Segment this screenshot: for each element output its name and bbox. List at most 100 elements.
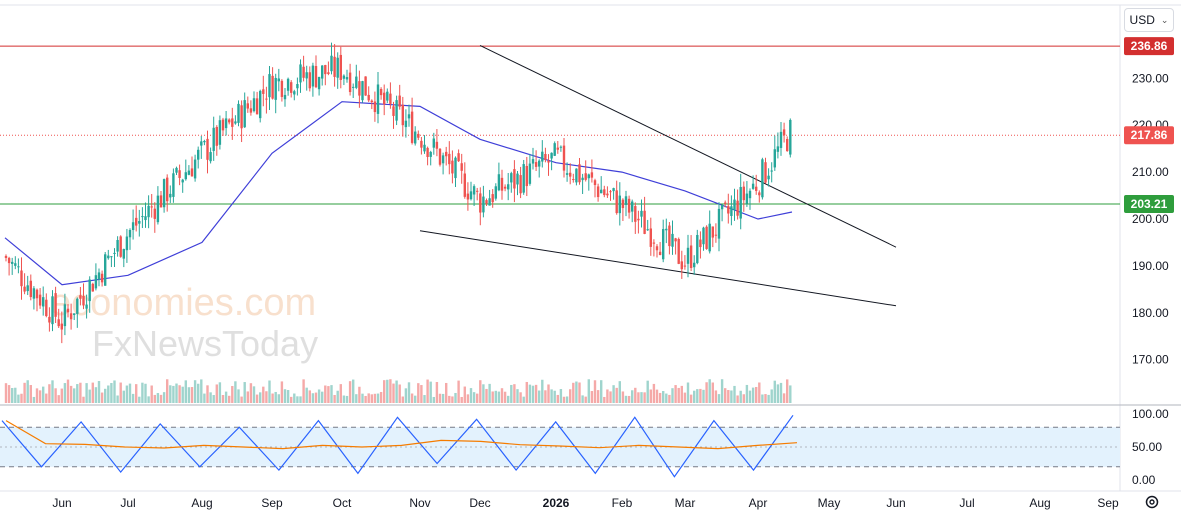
volume-bar — [100, 392, 104, 403]
volume-bar — [395, 380, 398, 403]
volume-bar — [107, 385, 110, 403]
candle-body — [116, 239, 119, 252]
volume-bar — [234, 381, 237, 403]
volume-bar — [590, 391, 594, 403]
volume-bar — [376, 393, 380, 403]
currency-selector[interactable]: USD ⌄ — [1124, 8, 1174, 32]
candle-body — [742, 186, 745, 201]
volume-bar — [603, 396, 606, 403]
volume-bar — [144, 383, 147, 403]
volume-bar — [699, 388, 702, 403]
candle-body — [178, 170, 181, 178]
candle-body — [373, 101, 377, 113]
volume-bar — [500, 388, 504, 403]
candle-body — [423, 144, 426, 152]
candle-body — [482, 196, 485, 213]
volume-bar — [172, 385, 175, 403]
volume-bar — [528, 384, 532, 403]
volume-bar — [494, 390, 497, 403]
volume-bar — [29, 385, 32, 403]
volume-bar — [221, 395, 225, 403]
candle-body — [562, 145, 566, 171]
volume-bar — [274, 391, 277, 403]
candle-body — [231, 118, 234, 127]
candle-body — [463, 173, 466, 197]
candle-body — [268, 74, 271, 98]
candle-body — [770, 170, 773, 172]
candle-body — [779, 131, 783, 148]
volume-bar — [646, 380, 649, 403]
candle-body — [32, 288, 36, 299]
candle-body — [699, 239, 702, 248]
candle-body — [113, 252, 116, 254]
time-tick-label: Mar — [675, 496, 696, 510]
candle-body — [503, 186, 507, 189]
candle-body — [758, 192, 761, 196]
candle-body — [541, 151, 544, 162]
candle-body — [472, 186, 476, 195]
candle-body — [618, 195, 621, 214]
volume-bar — [770, 389, 773, 403]
volume-bar — [389, 379, 392, 403]
candle-body — [259, 90, 262, 119]
volume-bar — [404, 388, 408, 403]
candle-body — [367, 94, 370, 101]
candle-body — [429, 151, 432, 157]
candle-body — [156, 195, 160, 223]
volume-bar — [141, 382, 144, 403]
volume-bar — [472, 392, 476, 403]
volume-bar — [125, 385, 129, 403]
volume-bar — [169, 385, 172, 403]
volume-bar — [42, 386, 45, 403]
volume-bar — [224, 391, 228, 403]
volume-bar — [485, 388, 488, 403]
candle-body — [730, 206, 733, 216]
candle-body — [54, 293, 57, 317]
volume-bar — [184, 380, 187, 403]
gear-icon[interactable] — [1144, 494, 1160, 510]
candle-body — [603, 189, 606, 196]
volume-bar — [286, 390, 290, 403]
volume-bar — [454, 392, 457, 403]
volume-bar — [596, 390, 600, 403]
volume-bar — [541, 379, 544, 403]
volume-bar — [407, 382, 411, 403]
time-tick-label: Sep — [261, 496, 283, 510]
volume-bar — [243, 382, 246, 403]
lower-trend-line[interactable] — [419, 230, 897, 307]
upper-trend-line[interactable] — [479, 45, 897, 248]
candle-body — [190, 168, 194, 177]
volume-bar — [606, 389, 609, 403]
candle-body — [414, 131, 417, 144]
volume-bar — [54, 388, 57, 403]
candle-body — [166, 177, 169, 202]
candle-body — [11, 261, 14, 264]
volume-bar — [547, 384, 550, 403]
volume-bar — [63, 383, 67, 403]
volume-bar — [615, 387, 618, 403]
candle-body — [522, 164, 525, 193]
volume-bar — [215, 384, 218, 403]
candle-body — [587, 174, 590, 179]
candle-body — [265, 98, 268, 100]
volume-bar — [200, 379, 203, 403]
volume-bar — [11, 388, 14, 403]
volume-bar — [460, 396, 463, 403]
volume-bar — [643, 392, 646, 403]
time-tick-label: 2026 — [543, 496, 570, 510]
candle-body — [733, 199, 736, 210]
volume-bar — [755, 386, 758, 403]
candle-body — [724, 202, 727, 204]
candle-body — [262, 89, 265, 94]
candle-body — [255, 98, 259, 115]
volume-bar — [181, 386, 184, 403]
volume-bar — [497, 391, 501, 403]
candle-body — [274, 77, 277, 100]
volume-bar — [259, 392, 262, 403]
candle-body — [73, 313, 76, 315]
volume-bar — [587, 379, 590, 403]
candle-body — [364, 76, 367, 96]
candle-body — [432, 138, 435, 148]
volume-bar — [35, 388, 39, 403]
